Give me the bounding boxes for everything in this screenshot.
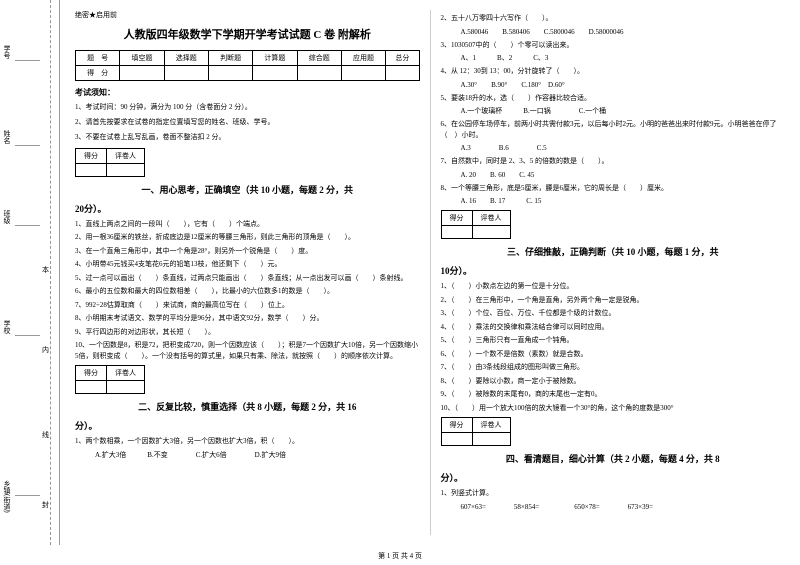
rule-1: 1、考试时间：90 分钟，满分为 100 分（含卷面分 2 分）。 <box>75 102 420 113</box>
s4-calc: 607×63= 58×854= 650×78= 673×39= <box>441 502 786 512</box>
mark-feng: 封 <box>42 500 49 510</box>
s1-q8: 8、小明期末考试语文、数学的平均分是96分，其中语文92分，数学（ ）分。 <box>75 313 420 324</box>
s2-q2-opts: A.580046 B.580406 C.5800046 D.58000046 <box>441 27 786 37</box>
scorer-box-1: 得分评卷人 <box>75 148 145 177</box>
s3-q1: 1、（ ）小数点左边的第一位是十分位。 <box>441 281 786 292</box>
scorer-box-3: 得分评卷人 <box>441 210 511 239</box>
section-3-title: 三、仔细推敲，正确判断（共 10 小题，每题 1 分，共 <box>441 245 786 258</box>
section-4-tail: 分）。 <box>441 471 786 484</box>
s1-q7: 7、992÷28估算取商（ ）来试商，商的最高位写在（ ）位上。 <box>75 300 420 311</box>
s2-q4-opts: A.30° B.90° C.180° D.60° <box>441 80 786 90</box>
s2-q6: 6、在公园停车场停车，前两小时共需付款3元，以后每小时2元。小明的爸爸出来时付款… <box>441 119 786 140</box>
field-class: 班级 <box>2 210 12 224</box>
s2-q6-opts: A.3 B.6 C.5 <box>441 143 786 153</box>
s2-q3: 3、1030507中的（ ）个零可以读出来。 <box>441 40 786 51</box>
s3-q7: 7、（ ）由3条线段组成的图形叫做三角形。 <box>441 362 786 373</box>
notice-title: 考试须知： <box>75 87 420 98</box>
s3-q6: 6、（ ）一个数不是倍数（素数）就是合数。 <box>441 349 786 360</box>
rule-2: 2、请首先按要求在试卷的指定位置填写您的姓名、班级、学号。 <box>75 117 420 128</box>
s1-q1: 1、直线上两点之间的一段叫（ ），它有（ ）个端点。 <box>75 219 420 230</box>
field-town: 乡镇(街道) <box>2 480 12 513</box>
mark-nei: 内 <box>42 345 49 355</box>
left-column: 绝密★启用前 人教版四年级数学下学期开学考试试题 C 卷 附解析 题 号 填空题… <box>65 10 431 535</box>
s2-q3-opts: A、1 B、2 C、3 <box>441 53 786 63</box>
s2-q8: 8、一个等腰三角形，底是5厘米，腰是6厘米，它的周长是（ ）厘米。 <box>441 183 786 194</box>
s2-q1: 1、两个数相乘，一个因数扩大3倍，另一个因数也扩大3倍，积（ ）。 <box>75 436 420 447</box>
s1-q2: 2、用一根36厘米的铁丝，折成底边是12厘米的等腰三角形，则此三角形的顶角是（ … <box>75 232 420 243</box>
mark-xian: 线 <box>42 430 49 440</box>
binding-margin: 学号 姓名 班级 本 学校 内 线 乡镇(街道) 封 <box>0 0 60 545</box>
s3-q5: 5、（ ）三角形只有一直角成一个钝角。 <box>441 335 786 346</box>
field-school: 学校 <box>2 320 12 334</box>
field-student-id: 学号 <box>2 45 12 59</box>
scorer-box-4: 得分评卷人 <box>441 417 511 446</box>
section-2-tail: 分）。 <box>75 419 420 432</box>
score-table: 题 号 填空题 选择题 判断题 计算题 综合题 应用题 总分 得 分 <box>75 50 420 81</box>
section-2-title: 二、反复比较，慎重选择（共 8 小题，每题 2 分，共 16 <box>75 400 420 413</box>
s2-q5-opts: A.一个玻璃杯 B.一口锅 C.一个桶 <box>441 106 786 116</box>
section-1-tail: 20分）。 <box>75 202 420 215</box>
section-4-title: 四、看清题目，细心计算（共 2 小题，每题 4 分，共 8 <box>441 452 786 465</box>
s2-q2: 2、五十八万零四十六写作（ ）。 <box>441 13 786 24</box>
s3-q8: 8、（ ）要除以小数，商一定小于被除数。 <box>441 376 786 387</box>
s1-q6: 6、最小的五位数和最大的四位数相差（ ），比最小的六位数多1的数是（ ）。 <box>75 286 420 297</box>
s2-q8-opts: A. 16 B. 17 C. 15 <box>441 196 786 206</box>
s4-q1: 1、列竖式计算。 <box>441 488 786 499</box>
binding-dash <box>50 0 51 545</box>
s2-q4: 4、从 12：30到 13：00，分针旋转了（ ）。 <box>441 66 786 77</box>
s1-q9: 9、平行四边形的对边形状，其长短（ ）。 <box>75 327 420 338</box>
s1-q10: 10、一个因数是8，积是72，把积变成720，则一个因数应该（ ）；积是7一个因… <box>75 340 420 361</box>
s3-q4: 4、（ ）乘法的交换律和乘法结合律可以同时应用。 <box>441 322 786 333</box>
s2-q7-opts: A. 20 B. 60 C. 45 <box>441 170 786 180</box>
s3-q10: 10、（ ）用一个放大100倍的放大镜看一个30°的角，这个角的度数是300° <box>441 403 786 414</box>
rule-3: 3、不要在试卷上乱写乱画，卷面不整洁扣 2 分。 <box>75 132 420 143</box>
s2-q5: 5、要装18升的水，选（ ）作容器比较合适。 <box>441 93 786 104</box>
exam-title: 人教版四年级数学下学期开学考试试题 C 卷 附解析 <box>75 26 420 42</box>
section-1-title: 一、用心思考，正确填空（共 10 小题，每题 2 分，共 <box>75 183 420 196</box>
mark-ben: 本 <box>42 265 49 275</box>
field-name: 姓名 <box>2 130 12 144</box>
s1-q4: 4、小明带45元钱买4支笔花6元的铅笔13枝，他还剩下（ ）元。 <box>75 259 420 270</box>
s3-q3: 3、（ ）个位、百位、万位、千位都是个级的计数位。 <box>441 308 786 319</box>
s3-q2: 2、（ ）在三角形中，一个角是直角，另外两个角一定是锐角。 <box>441 295 786 306</box>
scorer-box-2: 得分评卷人 <box>75 365 145 394</box>
s1-q3: 3、在一个直角三角形中，其中一个角是28°，则另外一个锐角是（ ）度。 <box>75 246 420 257</box>
right-column: 2、五十八万零四十六写作（ ）。 A.580046 B.580406 C.580… <box>431 10 796 535</box>
secret-label: 绝密★启用前 <box>75 10 420 20</box>
s3-q9: 9、（ ）被除数的末尾有0，商的末尾也一定有0。 <box>441 389 786 400</box>
page-footer: 第 1 页 共 4 页 <box>0 551 800 561</box>
s2-q7: 7、自然数中，同时是 2、3、5 的倍数的数是（ ）。 <box>441 156 786 167</box>
s2-q1-opts: A.扩大3倍 B.不变 C.扩大6倍 D.扩大9倍 <box>75 450 420 460</box>
section-3-tail: 10分）。 <box>441 264 786 277</box>
s1-q5: 5、过一点可以画出（ ）条直线，过两点只能画出（ ）条直线；从一点出发可以画（ … <box>75 273 420 284</box>
